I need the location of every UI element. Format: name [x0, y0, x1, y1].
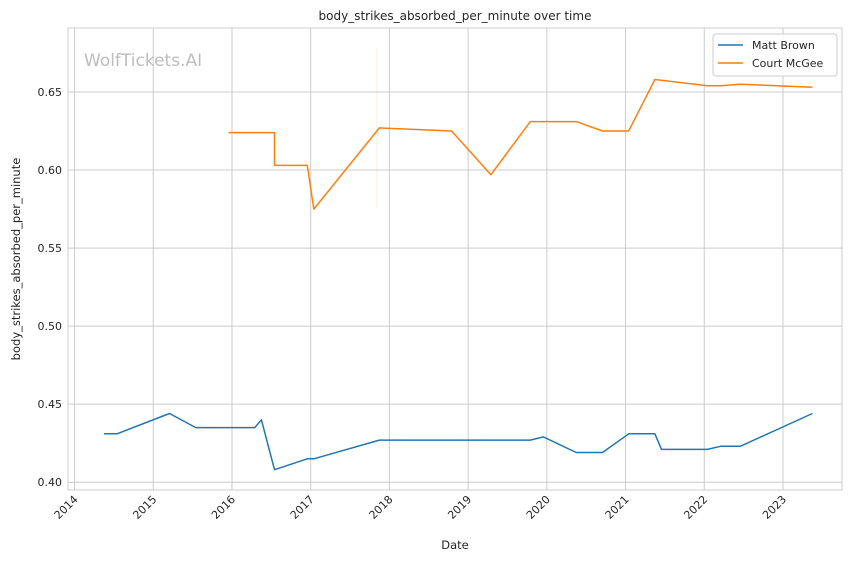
x-tick-label: 2023	[760, 493, 789, 522]
x-tick-label: 2015	[130, 493, 159, 522]
legend-label-court-mcgee: Court McGee	[752, 57, 824, 70]
series-line-court-mcgee	[228, 78, 813, 210]
y-tick-label: 0.40	[38, 476, 63, 489]
plot-frame	[67, 27, 843, 491]
legend-label-matt-brown: Matt Brown	[752, 39, 815, 52]
y-tick-label: 0.60	[38, 164, 63, 177]
series-line-matt-brown	[103, 412, 813, 471]
legend: Matt Brown Court McGee	[712, 33, 838, 77]
x-tick-label: 2020	[524, 493, 553, 522]
x-tick-label: 2021	[603, 493, 632, 522]
y-tick-label: 0.65	[38, 86, 63, 99]
y-tick-label: 0.55	[38, 242, 63, 255]
y-axis-label: body_strikes_absorbed_per_minute	[9, 158, 23, 361]
watermark: WolfTickets.AI	[84, 51, 202, 71]
x-tick-label: 2019	[445, 493, 474, 522]
x-tick-label: 2022	[681, 493, 710, 522]
x-tick-label: 2017	[288, 493, 317, 522]
x-tick-label: 2018	[367, 493, 396, 522]
x-tick-label: 2016	[209, 493, 238, 522]
x-tick-label: 2014	[52, 493, 81, 522]
chart-title: body_strikes_absorbed_per_minute over ti…	[319, 9, 592, 23]
x-axis-label: Date	[441, 538, 469, 552]
legend-box	[712, 33, 838, 77]
y-tick-label: 0.45	[38, 398, 63, 411]
y-tick-label: 0.50	[38, 320, 63, 333]
